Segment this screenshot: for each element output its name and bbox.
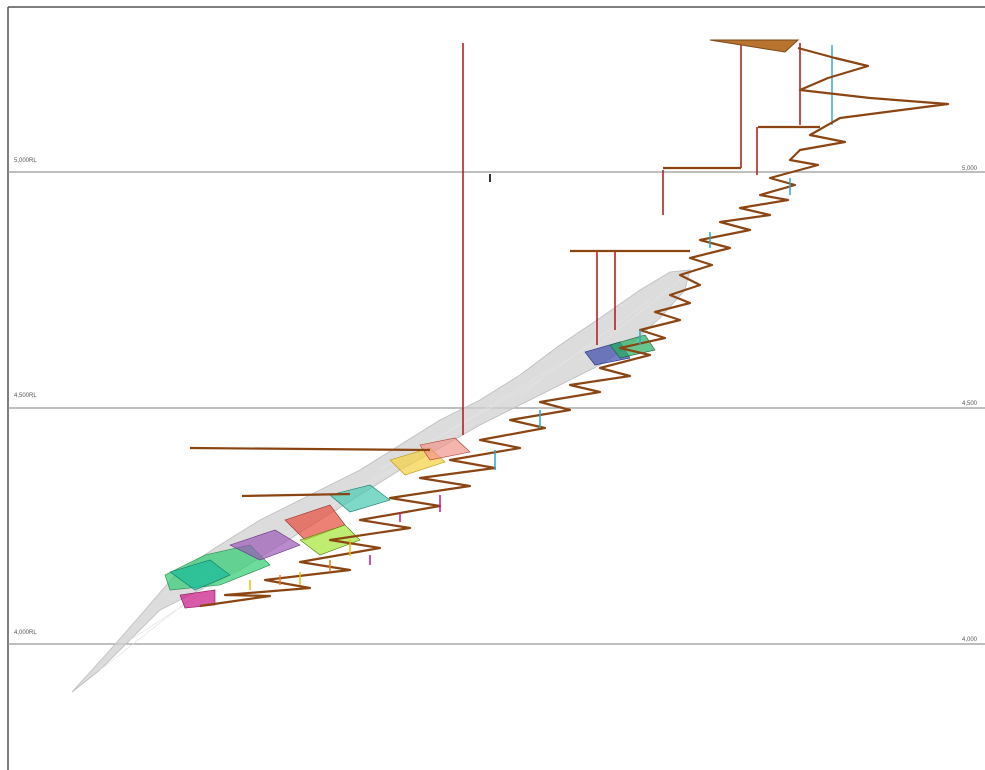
rl-label-right: 4,500 [962,401,978,407]
rl-label-right: 5,000 [962,166,978,172]
rl-level-4000: 4,000RL 4,000 [8,630,985,645]
stope-solids [164,334,656,609]
drive-mid [241,492,351,498]
rl-label-left: 5,000RL [14,158,37,164]
stope-teal [329,484,391,513]
portal-wedge [709,39,800,53]
rl-label-left: 4,000RL [14,630,37,636]
stope-green-upper [609,334,656,359]
stub-cyan [494,178,791,470]
level-drives [189,125,820,498]
stub-magenta [369,495,441,565]
rl-level-5000: 5,000RL 5,000 [8,158,985,173]
stope-purple [229,529,301,561]
stub-orange [279,560,331,585]
vertical-raises [462,43,801,435]
decline-ramp [199,46,950,608]
drive-long [189,446,431,452]
stope-cyan [169,559,231,591]
stub-yellow [249,540,351,590]
rl-label-right: 4,000 [962,637,978,643]
stope-magenta [179,589,216,609]
rl-label-left: 4,500RL [14,393,37,399]
stope-pink [419,437,471,461]
stub-drives [249,178,791,590]
